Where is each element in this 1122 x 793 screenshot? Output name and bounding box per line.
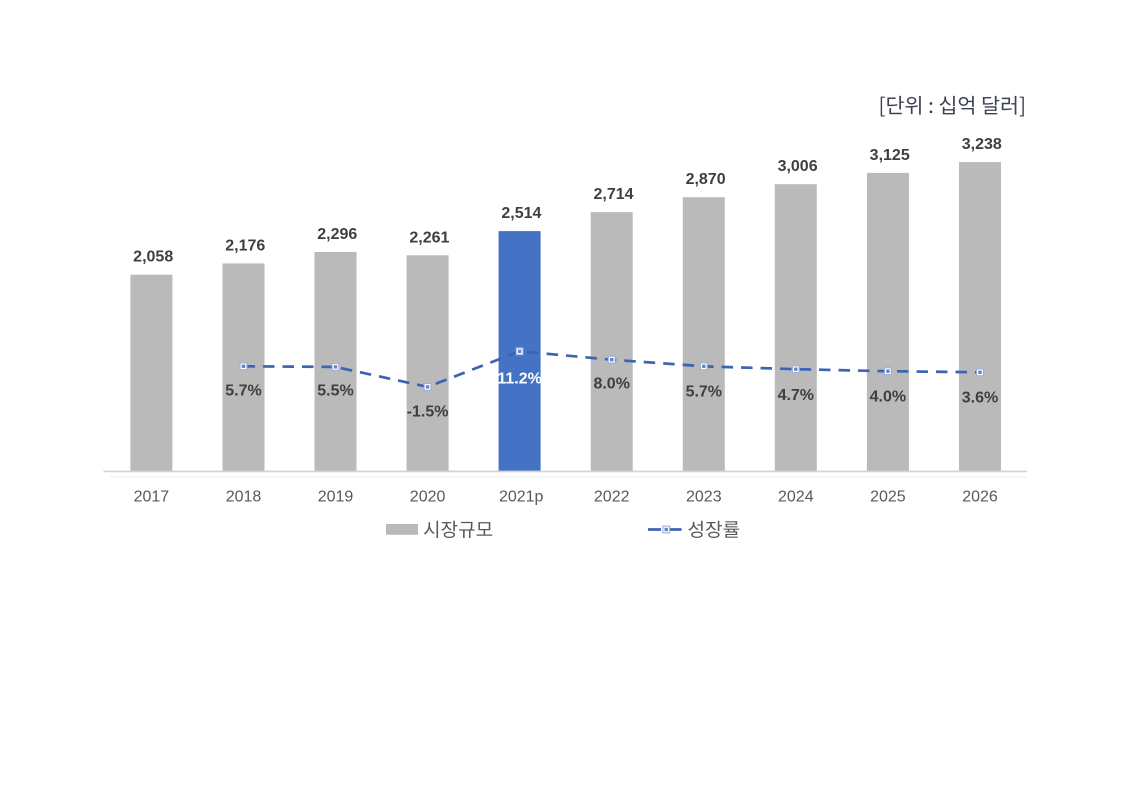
svg-text:2,261: 2,261 <box>409 229 449 246</box>
svg-text:2,058: 2,058 <box>133 249 173 266</box>
svg-text:11.2%: 11.2% <box>497 370 541 387</box>
svg-text:4.7%: 4.7% <box>778 387 814 404</box>
svg-text:2022: 2022 <box>594 489 630 506</box>
svg-text:2,714: 2,714 <box>593 186 633 203</box>
svg-text:3,238: 3,238 <box>962 136 1002 153</box>
svg-text:2,514: 2,514 <box>501 205 541 222</box>
svg-text:2020: 2020 <box>410 489 446 506</box>
svg-text:3,125: 3,125 <box>870 147 910 164</box>
svg-text:2,176: 2,176 <box>225 237 265 254</box>
svg-text:3.6%: 3.6% <box>962 390 998 407</box>
svg-text:5.7%: 5.7% <box>225 383 261 400</box>
svg-text:-1.5%: -1.5% <box>407 404 449 421</box>
svg-text:2023: 2023 <box>686 489 722 506</box>
svg-text:3,006: 3,006 <box>778 158 818 175</box>
svg-text:2017: 2017 <box>134 489 170 506</box>
svg-text:2021p: 2021p <box>499 489 544 506</box>
svg-text:2018: 2018 <box>226 489 262 506</box>
svg-text:2025: 2025 <box>870 489 906 506</box>
svg-text:2019: 2019 <box>318 489 354 506</box>
svg-text:4.0%: 4.0% <box>870 389 906 406</box>
svg-text:5.7%: 5.7% <box>686 384 722 401</box>
svg-text:2024: 2024 <box>778 489 814 506</box>
svg-text:2,296: 2,296 <box>317 226 357 243</box>
svg-text:8.0%: 8.0% <box>593 376 629 393</box>
svg-text:2026: 2026 <box>962 489 998 506</box>
svg-text:5.5%: 5.5% <box>317 383 353 400</box>
svg-text:2,870: 2,870 <box>686 171 726 188</box>
